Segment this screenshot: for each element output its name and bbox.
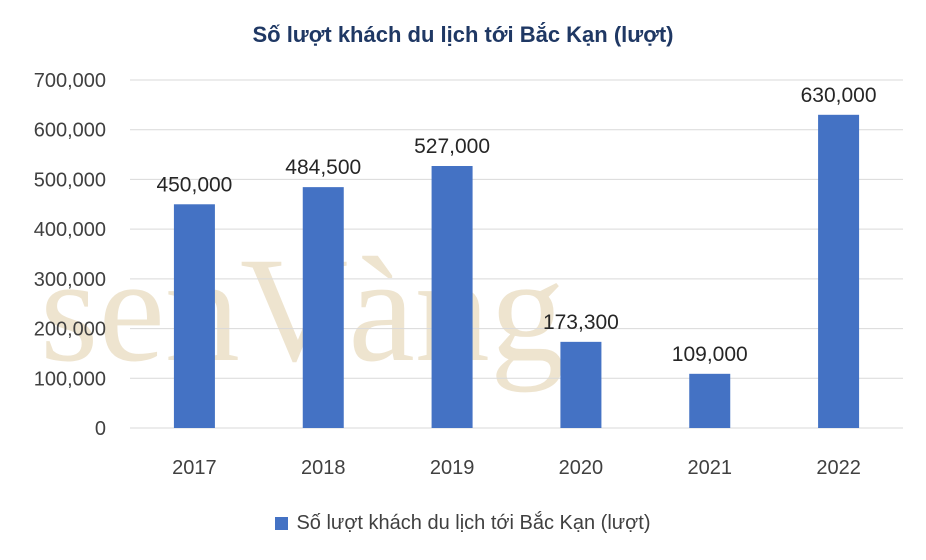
bars <box>173 114 860 429</box>
data-label-2018: 484,500 <box>285 156 361 179</box>
watermark-text: senVàng <box>40 227 565 393</box>
data-label-2021: 109,000 <box>672 343 748 366</box>
chart-title: Số lượt khách du lịch tới Bắc Kạn (lượt) <box>252 22 674 47</box>
y-tick-label: 0 <box>95 418 106 440</box>
bar-2021 <box>689 373 731 428</box>
x-tick-label: 2020 <box>559 457 604 479</box>
legend-label: Số lượt khách du lịch tới Bắc Kạn (lượt) <box>296 512 651 534</box>
data-label-2017: 450,000 <box>156 173 232 196</box>
x-tick-label: 2018 <box>301 457 346 479</box>
legend-swatch <box>275 517 289 530</box>
y-tick-label: 400,000 <box>34 219 106 241</box>
x-tick-label: 2021 <box>688 457 733 479</box>
bar-2018 <box>302 187 344 428</box>
data-label-2020: 173,300 <box>543 311 619 334</box>
y-tick-label: 300,000 <box>34 269 106 291</box>
data-labels: 450,000 484,500 527,000 173,300 109,000 630,0… <box>156 84 876 366</box>
bar-2020 <box>560 341 602 428</box>
x-tick-label: 2017 <box>172 457 217 479</box>
bar-2022 <box>818 114 860 429</box>
data-label-2019: 527,000 <box>414 135 490 158</box>
bar-2017 <box>173 204 215 428</box>
x-tick-label: 2022 <box>816 457 861 479</box>
data-label-2022: 630,000 <box>801 84 877 107</box>
y-tick-label: 700,000 <box>34 70 106 92</box>
gridlines <box>130 79 903 429</box>
legend: Số lượt khách du lịch tới Bắc Kạn (lượt) <box>0 512 926 535</box>
bar-2019 <box>431 166 473 428</box>
y-axis-ticks: 0 100,000 200,000 300,000 400,000 500,000 600,… <box>34 70 106 440</box>
y-tick-label: 600,000 <box>34 120 106 142</box>
x-tick-label: 2019 <box>430 457 475 479</box>
y-tick-label: 500,000 <box>34 169 106 191</box>
x-axis-ticks: 2017 2018 2019 2020 2021 2022 <box>172 457 861 479</box>
y-tick-label: 200,000 <box>34 319 106 341</box>
y-tick-label: 100,000 <box>34 368 106 390</box>
